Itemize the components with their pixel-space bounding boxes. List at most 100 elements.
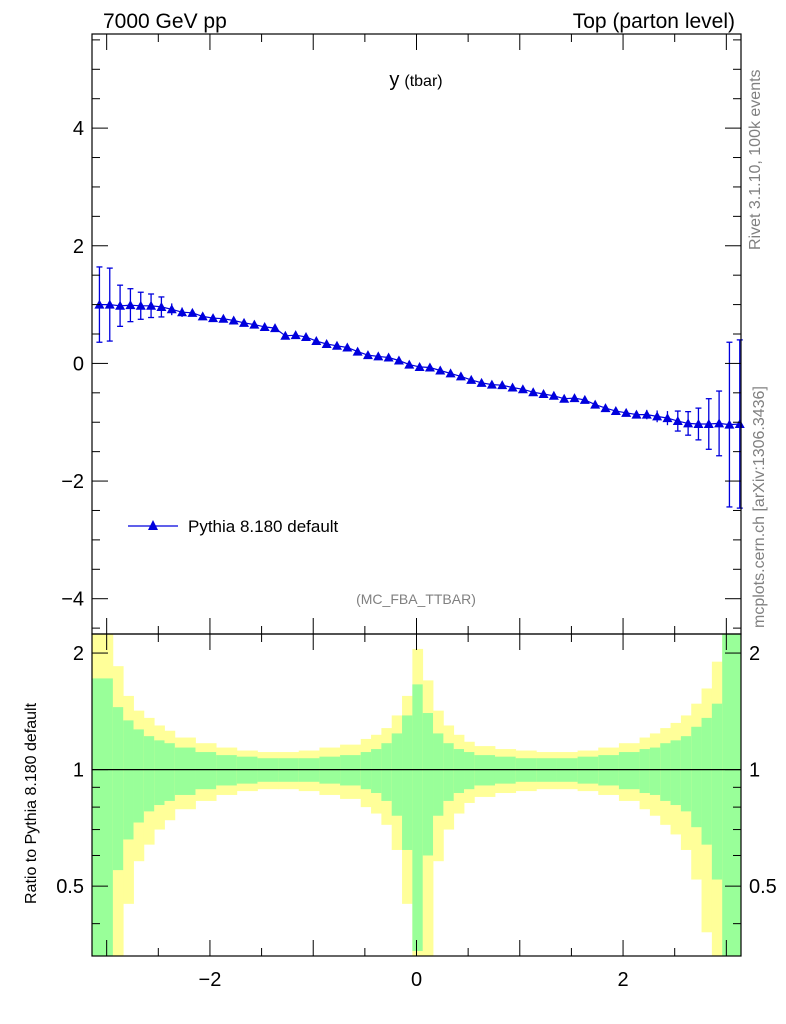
data-point: [239, 317, 250, 327]
band-inner-bin: [381, 743, 393, 801]
data-point: [311, 336, 322, 346]
y-tick-label: 0: [73, 353, 84, 375]
data-point: [218, 313, 229, 323]
band-inner-bin: [402, 715, 413, 850]
legend: Pythia 8.180 default: [128, 517, 339, 536]
main-frame: [91, 33, 742, 635]
x-tick-label: 0: [411, 969, 422, 991]
data-point: [228, 315, 239, 325]
ratio-bands: [92, 634, 742, 956]
band-inner-bin: [412, 684, 424, 951]
band-inner-bin: [722, 634, 742, 956]
data-point: [424, 362, 435, 372]
data-point: [683, 418, 694, 428]
band-inner-bin: [154, 740, 165, 806]
data-point: [610, 406, 621, 416]
data-point: [414, 361, 425, 371]
data-point: [445, 368, 456, 378]
data-point: [631, 409, 642, 419]
band-inner-bin: [433, 733, 444, 816]
header-right-label: Top (parton level): [573, 10, 735, 33]
data-point: [714, 418, 725, 428]
data-point: [249, 319, 260, 329]
y-tick-label: −4: [61, 589, 84, 611]
data-point: [300, 331, 311, 341]
data-point: [517, 384, 528, 394]
legend-label: Pythia 8.180 default: [188, 517, 339, 536]
data-point: [259, 321, 270, 331]
band-inner-bin: [195, 752, 217, 790]
data-point: [342, 342, 353, 352]
data-point: [641, 409, 652, 419]
band-inner-bin: [391, 733, 403, 816]
data-point: [600, 403, 611, 413]
band-inner-bin: [340, 755, 362, 786]
band-inner-bin: [174, 747, 196, 795]
band-inner-bin: [443, 743, 455, 801]
data-point: [331, 340, 342, 350]
data-point: [393, 355, 404, 365]
band-inner-bin: [453, 749, 465, 794]
data-point: [290, 330, 301, 340]
data-point: [125, 300, 136, 310]
data-point: [590, 399, 601, 409]
data-point: [135, 300, 146, 310]
data-point: [362, 350, 373, 360]
data-point: [166, 304, 177, 314]
data-point: [115, 300, 126, 310]
rivet-label: Rivet 3.1.10, 100k events: [747, 69, 764, 250]
data-point: [548, 390, 559, 400]
data-point: [197, 311, 208, 321]
data-point: [579, 394, 590, 404]
band-inner-bin: [422, 713, 434, 856]
main-marks: [94, 266, 745, 509]
data-point: [538, 389, 549, 398]
band-inner-bin: [598, 755, 620, 786]
data-point: [486, 379, 497, 389]
data-point: [177, 307, 188, 317]
data-point: [146, 300, 157, 310]
ratio-tick-label-left: 2: [73, 643, 84, 665]
analysis-label: (MC_FBA_TTBAR): [356, 591, 476, 607]
data-point: [528, 387, 539, 397]
data-point: [455, 371, 466, 381]
x-tick-label: 2: [617, 969, 628, 991]
band-inner-bin: [691, 726, 702, 828]
data-point: [187, 307, 198, 317]
data-point: [559, 393, 570, 403]
band-inner-bin: [112, 707, 124, 871]
plot-title-main: y: [389, 69, 399, 91]
data-point: [208, 313, 219, 323]
data-point: [270, 323, 281, 333]
data-point: [507, 382, 518, 392]
band-inner-bin: [660, 743, 671, 801]
band-inner-bin: [464, 752, 475, 790]
band-inner-bin: [164, 743, 176, 801]
data-point: [156, 301, 167, 311]
band-inner-bin: [133, 729, 145, 823]
ratio-tick-label-right: 2: [749, 643, 760, 665]
data-point: [497, 380, 508, 390]
band-inner-bin: [618, 752, 640, 790]
band-inner-bin: [711, 703, 723, 880]
ratio-tick-label-left: 1: [73, 760, 84, 782]
data-point: [435, 365, 446, 375]
band-inner-bin: [216, 755, 238, 786]
band-inner-bin: [670, 740, 682, 806]
band-inner-bin: [649, 747, 661, 795]
y-tick-label: −2: [61, 471, 84, 493]
plot-title: y (tbar): [389, 69, 442, 91]
band-inner-bin: [680, 736, 692, 812]
band-inner-bin: [92, 678, 114, 956]
data-point: [734, 419, 745, 428]
band-inner-bin: [701, 717, 713, 845]
x-tick-label: −2: [199, 969, 222, 991]
data-point: [280, 330, 291, 340]
data-point: [404, 359, 415, 369]
band-inner-bin: [143, 736, 155, 812]
ratio-tick-label-left: 0.5: [56, 876, 84, 898]
data-point: [569, 393, 580, 403]
data-point: [373, 351, 384, 361]
ratio-ylabel: Ratio to Pythia 8.180 default: [23, 702, 40, 904]
